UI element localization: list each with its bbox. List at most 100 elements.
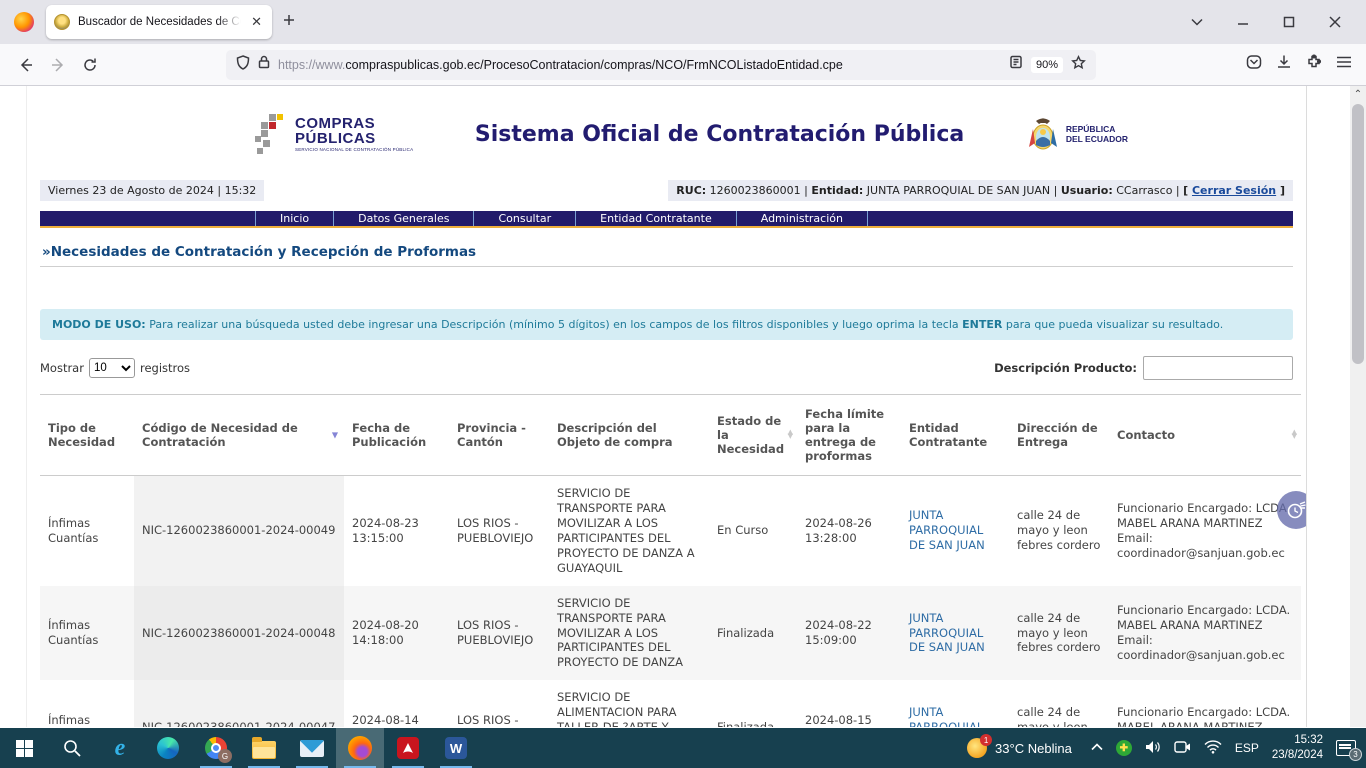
sort-both-icon[interactable]: ▲ ▼ (1291, 428, 1297, 440)
reload-button[interactable] (74, 49, 106, 81)
tray-date: 23/8/2024 (1271, 749, 1323, 761)
antivirus-icon[interactable]: ✚ (1115, 740, 1132, 756)
col-direccion[interactable]: Dirección de Entrega (1009, 394, 1109, 476)
tab-close-icon[interactable]: ✕ (251, 14, 262, 29)
search-icon (64, 740, 81, 757)
separator: | (800, 184, 812, 197)
col-entidad[interactable]: Entidad Contratante (901, 394, 1009, 476)
pocket-icon[interactable] (1246, 54, 1262, 75)
back-button[interactable] (10, 49, 42, 81)
sort-both-icon[interactable]: ▲ ▼ (787, 428, 793, 440)
entidad-value: JUNTA PARROQUIAL DE SAN JUAN (863, 184, 1051, 197)
nav-item-datos-generales[interactable]: Datos Generales (334, 211, 475, 226)
separator: | (1050, 184, 1061, 197)
scrollbar-thumb[interactable] (1352, 104, 1364, 364)
table-header-row: Tipo de Necesidad Código de Necesidad de… (40, 394, 1301, 476)
nav-item-consultar[interactable]: Consultar (474, 211, 577, 226)
tab-list-chevron-icon[interactable] (1174, 5, 1220, 39)
entity-link[interactable]: JUNTA PARROQUIAL DE SAN JUAN (909, 508, 985, 553)
logout-link[interactable]: Cerrar Sesión (1191, 184, 1277, 197)
col-estado[interactable]: Estado de la Necesidad ▲ ▼ (709, 394, 797, 476)
forward-button[interactable] (42, 49, 74, 81)
language-indicator[interactable]: ESP (1234, 741, 1259, 755)
entity-link[interactable]: JUNTA PARROQUIAL DE SAN JUAN (909, 705, 983, 727)
ecuador-crest-icon (1028, 118, 1057, 150)
entity-link[interactable]: JUNTA PARROQUIAL DE SAN JUAN (909, 610, 985, 655)
extensions-puzzle-icon[interactable] (1306, 54, 1322, 75)
new-tab-button[interactable] (282, 13, 296, 32)
meet-now-icon[interactable] (1174, 740, 1191, 757)
zoom-level-badge[interactable]: 90% (1030, 56, 1063, 73)
url-text[interactable]: https://www.compraspublicas.gob.ec/Proce… (278, 58, 1001, 72)
compras-publicas-logo: COMPRAS PÚBLICAS SERVICIO NACIONAL DE CO… (255, 114, 413, 154)
cell-contacto: Funcionario Encargado: LCDA. MABEL ARANA… (1117, 705, 1291, 727)
usage-note: MODO DE USO: Para realizar una búsqueda … (40, 309, 1293, 340)
tracking-shield-icon[interactable] (236, 54, 250, 75)
page-title: »Necesidades de Contratación y Recepción… (40, 240, 1293, 267)
weather-widget[interactable]: 1 33°C Neblina (961, 734, 1078, 758)
col-fecha-publicacion[interactable]: Fecha de Publicación (344, 394, 449, 476)
logout-bracket: [ (1183, 184, 1192, 197)
reader-view-icon[interactable] (1009, 55, 1023, 74)
status-row: Viernes 23 de Agosto de 2024 | 15:32 RUC… (40, 180, 1293, 201)
window-close-button[interactable] (1312, 5, 1358, 39)
url-bar[interactable]: https://www.compraspublicas.gob.ec/Proce… (226, 49, 1096, 80)
cell-codigo: NIC-1260023860001-2024-00047 (134, 680, 344, 727)
page-scrollbar[interactable]: ⌃ (1350, 86, 1366, 727)
nav-item-inicio[interactable]: Inicio (255, 211, 335, 226)
taskbar-internet-explorer[interactable]: e (96, 728, 144, 768)
cell-entidad: JUNTA PARROQUIAL DE SAN JUAN (901, 680, 1009, 727)
window-maximize-button[interactable] (1266, 5, 1312, 39)
logo-tagline: SERVICIO NACIONAL DE CONTRATACIÓN PÚBLIC… (295, 146, 414, 152)
col-contacto[interactable]: Contacto ▲ ▼ (1109, 394, 1301, 476)
cell-estado: Finalizada (709, 680, 797, 727)
start-button[interactable] (0, 728, 48, 768)
cell-fecha-pub: 2024-08-23 13:15:00 (352, 515, 419, 545)
file-explorer-icon (252, 736, 276, 759)
records-per-page-select[interactable]: 10 (88, 358, 135, 378)
ruc-label: RUC: (676, 184, 707, 197)
col-descripcion[interactable]: Descripción del Objeto de compra (549, 394, 709, 476)
col-provincia[interactable]: Provincia - Cantón (449, 394, 549, 476)
volume-icon[interactable] (1145, 740, 1161, 757)
browser-tab[interactable]: Buscador de Necesidades de Co ✕ (46, 5, 272, 39)
tray-time: 15:32 (1294, 734, 1323, 747)
taskbar-file-explorer[interactable] (240, 728, 288, 768)
taskbar-mail[interactable] (288, 728, 336, 768)
weather-icon: 1 (967, 734, 993, 758)
sort-desc-icon[interactable]: ▼ (331, 430, 338, 440)
wifi-icon[interactable] (1204, 739, 1222, 757)
scrollbar-up-icon[interactable]: ⌃ (1353, 89, 1363, 100)
taskbar-edge[interactable] (144, 728, 192, 768)
taskbar-search-button[interactable] (48, 728, 96, 768)
nav-item-entidad-contratante[interactable]: Entidad Contratante (576, 211, 737, 226)
col-codigo[interactable]: Código de Necesidad de Contratación ▼ (134, 394, 344, 476)
floating-timer-widget[interactable] (1271, 491, 1306, 529)
notification-count-badge: 3 (1349, 748, 1362, 761)
bookmark-star-icon[interactable] (1071, 54, 1086, 75)
tray-clock[interactable]: 15:32 23/8/2024 (1272, 733, 1323, 763)
compras-publicas-logo-icon (255, 114, 289, 154)
cell-fecha-limite: 2024-08-22 15:09:00 (797, 585, 901, 681)
taskbar-firefox-active[interactable] (336, 728, 384, 768)
cell-direccion: calle 24 de mayo y leon febres cordero (1017, 508, 1101, 553)
separator: | (1172, 184, 1184, 197)
browser-titlebar: Buscador de Necesidades de Co ✕ (0, 0, 1366, 44)
taskbar-word[interactable]: W (432, 728, 480, 768)
taskbar-acrobat[interactable] (384, 728, 432, 768)
page-viewport: COMPRAS PÚBLICAS SERVICIO NACIONAL DE CO… (0, 86, 1366, 727)
product-description-input[interactable] (1143, 356, 1293, 380)
acrobat-icon (397, 737, 419, 759)
downloads-icon[interactable] (1276, 54, 1292, 75)
nav-item-administracion[interactable]: Administración (737, 211, 868, 226)
action-center-icon[interactable]: 3 (1336, 740, 1362, 761)
usage-text: para que pueda visualizar su resultado. (1002, 318, 1224, 331)
tray-overflow-chevron-icon[interactable] (1091, 742, 1103, 754)
col-fecha-limite[interactable]: Fecha límite para la entrega de proforma… (797, 394, 901, 476)
taskbar-chrome[interactable]: G (192, 728, 240, 768)
lock-icon[interactable] (258, 55, 270, 74)
col-tipo-necesidad[interactable]: Tipo de Necesidad (40, 394, 134, 476)
records-label: registros (139, 361, 191, 375)
menu-hamburger-icon[interactable] (1336, 55, 1352, 74)
window-minimize-button[interactable] (1220, 5, 1266, 39)
